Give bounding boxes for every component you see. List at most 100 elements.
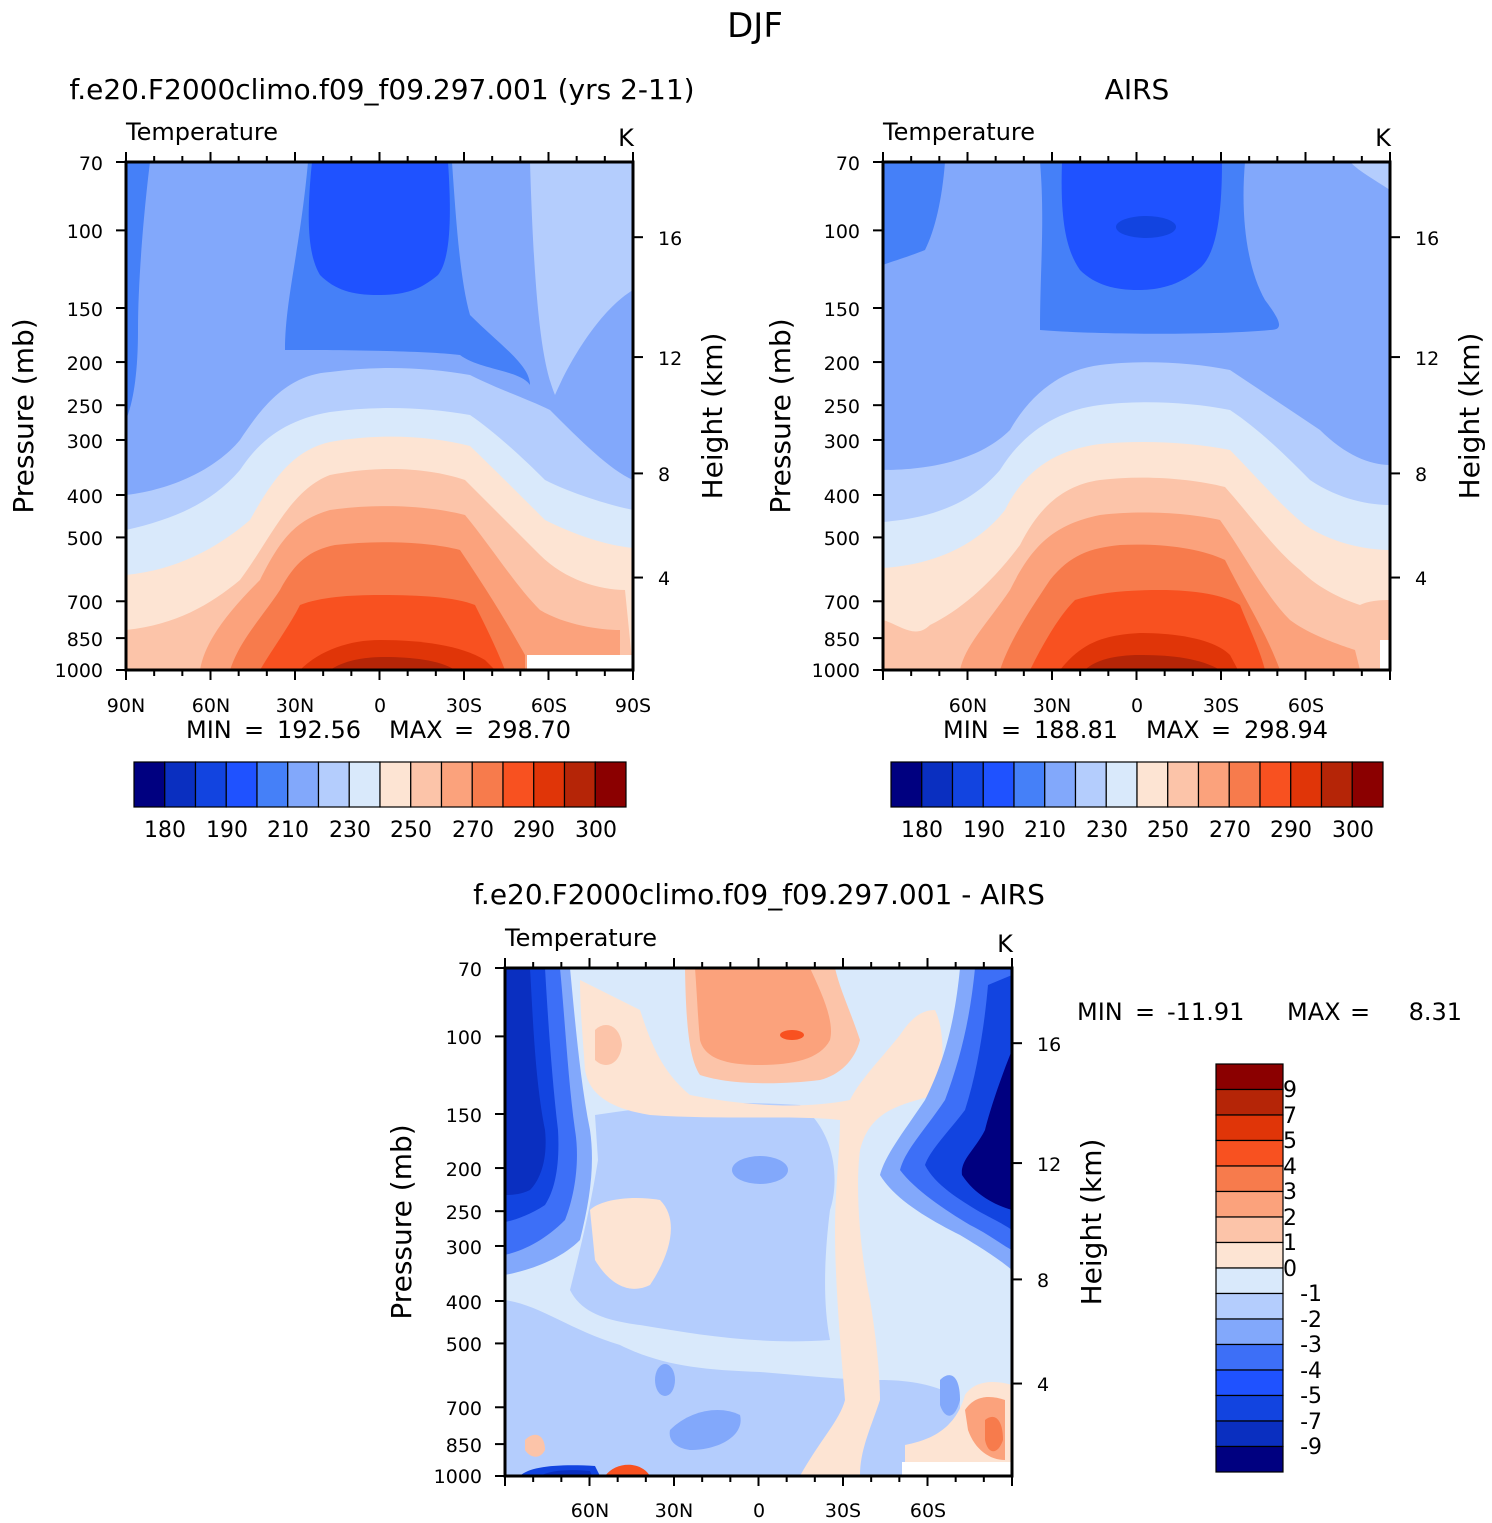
panel-obs-colorbar-label: 190 (963, 818, 1005, 843)
colorbar-swatch (1013, 761, 1046, 808)
panel-diff-min-label: MIN (1077, 998, 1123, 1026)
panel-diff-height-tick: 8 (1037, 1270, 1049, 1292)
colorbar-swatch (194, 761, 227, 808)
panel-diff-y2label: Height (km) (1075, 1139, 1108, 1306)
panel-model-height-tick: 4 (658, 568, 670, 590)
colorbar-swatch (410, 761, 443, 808)
panel-diff-colorbar-label: -5 (1300, 1384, 1322, 1409)
panel-diff-colorbar-label: 0 (1283, 1257, 1297, 1282)
panel-obs-colorbar-label: 300 (1332, 818, 1374, 843)
panel-diff-colorbar-label: 9 (1283, 1078, 1297, 1103)
panel-obs-lat-tick: 60S (1288, 695, 1324, 717)
panel-model-lat-tick: 0 (374, 695, 386, 717)
panel-obs-colorbar (890, 761, 1384, 808)
panel-diff-lat-tick: 60S (910, 1500, 946, 1522)
panel-diff-pressure-tick: 150 (446, 1105, 482, 1127)
panel-obs-pressure-tick: 850 (824, 629, 860, 651)
panel-diff-colorbar-label: 4 (1283, 1155, 1297, 1180)
panel-obs-colorbar-label: 270 (1209, 818, 1251, 843)
colorbar-swatch (379, 761, 412, 808)
panel-diff-units: K (997, 930, 1014, 958)
panel-model-heading: f.e20.F2000climo.f09_f09.297.001 (yrs 2-… (69, 73, 694, 106)
colorbar-swatch (317, 761, 350, 808)
colorbar-swatch (563, 761, 596, 808)
panel-obs-pressure-tick: 1000 (812, 660, 860, 682)
panel-model-pressure-tick: 500 (67, 528, 103, 550)
panel-diff-colorbar-label: -7 (1300, 1410, 1322, 1435)
colorbar-swatch (1197, 761, 1230, 808)
panel-obs-pressure-tick: 700 (824, 592, 860, 614)
colorbar-swatch (1259, 761, 1292, 808)
panel-obs-max-label: MAX (1146, 716, 1200, 744)
colorbar-swatch (1074, 761, 1107, 808)
colorbar-swatch (225, 761, 258, 808)
colorbar-swatch (1215, 1165, 1284, 1193)
panel-obs-pressure-tick: 300 (824, 431, 860, 453)
panel-obs-height-tick: 8 (1415, 464, 1427, 486)
colorbar-swatch (1215, 1318, 1284, 1346)
colorbar-swatch (1136, 761, 1169, 808)
colorbar-swatch (1215, 1241, 1284, 1269)
panel-obs-min-eq: = (1001, 716, 1021, 744)
colorbar-swatch (1215, 1394, 1284, 1422)
panel-diff-pressure-tick: 700 (446, 1398, 482, 1420)
colorbar-swatch (287, 761, 320, 808)
panel-model-colorbar-label: 300 (575, 818, 617, 843)
panel-diff-ylabel: Pressure (mb) (385, 1124, 418, 1319)
panel-obs-min-label: MIN (943, 716, 989, 744)
panel-model-lat-tick: 60N (192, 695, 230, 717)
colorbar-swatch (1228, 761, 1261, 808)
panel-diff-colorbar (1215, 1063, 1284, 1473)
panel-obs-lat-tick: 60N (949, 695, 987, 717)
panel-obs-pressure-tick: 150 (824, 299, 860, 321)
panel-model-max-label: MAX (389, 716, 443, 744)
panel-obs-colorbar-label: 210 (1024, 818, 1066, 843)
panel-diff-min-eq: = (1135, 998, 1155, 1026)
panel-model-colorbar-label: 190 (206, 818, 248, 843)
panel-model-colorbar-label: 270 (452, 818, 494, 843)
panel-obs-max-value: 298.94 (1244, 716, 1328, 744)
colorbar-swatch (164, 761, 197, 808)
panel-model-colorbar-label: 180 (144, 818, 186, 843)
panel-diff-lat-tick: 0 (753, 1500, 765, 1522)
panel-diff-colorbar-label: 2 (1283, 1206, 1297, 1231)
colorbar-swatch (1215, 1445, 1284, 1473)
colorbar-swatch (594, 761, 627, 808)
panel-obs-pressure-tick: 100 (824, 221, 860, 243)
panel-model-pressure-tick: 850 (67, 629, 103, 651)
panel-diff-lat-tick: 60N (571, 1500, 609, 1522)
panel-diff-lat-tick: 30S (825, 1500, 861, 1522)
panel-model-pressure-tick: 100 (67, 221, 103, 243)
panel-model-max-eq: = (454, 716, 474, 744)
panel-diff-colorbar-label: 5 (1283, 1129, 1297, 1154)
panel-model-colorbar-label: 210 (267, 818, 309, 843)
panel-obs-heading: AIRS (1105, 73, 1170, 106)
panel-model-lat-tick: 90S (615, 695, 651, 717)
panel-model-pressure-tick: 250 (67, 396, 103, 418)
colorbar-swatch (951, 761, 984, 808)
panel-model-pressure-tick: 70 (79, 153, 103, 175)
panel-model-height-tick: 12 (658, 348, 682, 370)
colorbar-swatch (1044, 761, 1077, 808)
panel-model-contours (126, 162, 633, 670)
colorbar-swatch (1215, 1190, 1284, 1218)
colorbar-swatch (440, 761, 473, 808)
panel-model-colorbar-label: 290 (513, 818, 555, 843)
panel-diff-pressure-tick: 1000 (434, 1466, 482, 1488)
colorbar-swatch (1167, 761, 1200, 808)
panel-obs-colorbar-label: 230 (1086, 818, 1128, 843)
panel-diff-pressure-tick: 300 (446, 1237, 482, 1259)
panel-obs-units: K (1375, 124, 1392, 152)
panel-diff-lat-tick: 30N (655, 1500, 693, 1522)
panel-model-pressure-tick: 200 (67, 353, 103, 375)
panel-obs-lat-tick: 30N (1033, 695, 1071, 717)
colorbar-swatch (1215, 1267, 1284, 1295)
colorbar-swatch (348, 761, 381, 808)
panel-diff-colorbar-label: 1 (1283, 1231, 1297, 1256)
panel-obs-y2label: Height (km) (1453, 333, 1486, 500)
colorbar-swatch (1215, 1369, 1284, 1397)
panel-model-max-value: 298.70 (487, 716, 571, 744)
panel-model-min-eq: = (244, 716, 264, 744)
panel-obs-pressure-tick: 400 (824, 486, 860, 508)
panel-diff-colorbar-label: -2 (1300, 1308, 1322, 1333)
